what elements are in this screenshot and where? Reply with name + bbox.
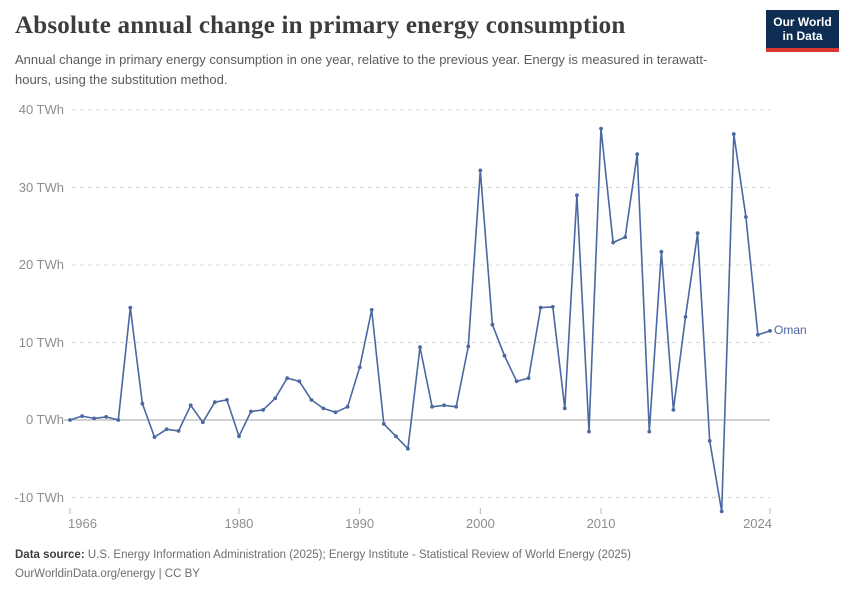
x-axis-tick-label: 1980 — [224, 516, 254, 531]
data-point — [599, 126, 603, 131]
y-axis-tick-label: 0 TWh — [25, 412, 64, 427]
chart-footer: Data source: U.S. Energy Information Adm… — [15, 546, 631, 584]
data-point — [526, 376, 531, 380]
data-point — [128, 305, 133, 310]
chart-title: Absolute annual change in primary energy… — [15, 12, 626, 39]
data-point — [321, 406, 326, 411]
chart-subtitle: Annual change in primary energy consumpt… — [15, 52, 708, 87]
data-point — [623, 235, 628, 240]
data-point — [261, 408, 265, 412]
series-label-oman[interactable]: Oman — [774, 322, 807, 337]
data-point — [80, 414, 84, 418]
data-point — [309, 398, 314, 402]
x-axis-tick-label: 1966 — [68, 516, 97, 531]
footer-datasource-label: Data source: — [15, 549, 85, 561]
data-point — [514, 379, 519, 384]
data-point — [273, 396, 278, 401]
data-point — [695, 231, 700, 236]
owid-logo[interactable]: Our World in Data — [766, 10, 839, 52]
owid-logo-line1: Our World — [773, 15, 832, 29]
y-axis-tick-label: 10 TWh — [18, 334, 64, 350]
plot-area[interactable] — [0, 0, 850, 540]
data-point — [152, 435, 157, 439]
y-axis-tick-label: 30 TWh — [18, 179, 64, 195]
data-point — [188, 403, 193, 408]
owid-logo-line2: in Data — [782, 29, 823, 43]
data-point — [659, 249, 664, 254]
data-point — [104, 415, 109, 419]
data-point — [647, 429, 652, 434]
data-point — [478, 168, 483, 173]
x-axis-tick-label: 2010 — [586, 516, 616, 531]
data-point — [683, 315, 688, 319]
data-point — [176, 429, 181, 433]
data-point — [430, 404, 434, 409]
data-point — [200, 420, 205, 425]
data-point — [768, 329, 772, 333]
data-point — [719, 509, 724, 514]
data-point — [756, 332, 760, 337]
footer-datasource: Data source: U.S. Energy Information Adm… — [15, 546, 631, 565]
data-point — [635, 152, 640, 157]
data-point — [671, 408, 676, 412]
data-point — [502, 353, 507, 358]
data-point — [381, 422, 386, 426]
data-point — [297, 379, 302, 384]
data-point — [744, 215, 748, 219]
data-point — [454, 404, 459, 409]
data-point — [357, 365, 362, 370]
data-point — [587, 429, 591, 434]
data-point — [237, 434, 241, 439]
data-point — [225, 398, 229, 402]
data-point — [249, 409, 253, 414]
data-point — [345, 404, 350, 409]
data-point — [164, 427, 169, 432]
data-point — [140, 401, 145, 406]
y-axis-tick-label: 20 TWh — [18, 257, 64, 272]
data-point — [575, 193, 579, 198]
data-point — [466, 344, 471, 349]
footer-datasource-text: U.S. Energy Information Administration (… — [87, 549, 631, 561]
data-point — [707, 439, 712, 443]
data-point — [550, 305, 555, 309]
data-point — [611, 240, 615, 245]
data-point — [538, 305, 543, 310]
data-point — [562, 406, 567, 411]
data-point — [731, 132, 736, 136]
data-point — [406, 446, 410, 451]
x-axis-tick-label: 2000 — [465, 516, 495, 531]
y-axis-tick-label: -10 TWh — [14, 489, 64, 505]
data-point — [68, 418, 72, 422]
x-axis-tick-label: 2024 — [743, 516, 772, 531]
data-point — [418, 345, 422, 349]
x-axis-tick-label: 1990 — [345, 516, 375, 531]
data-point — [369, 308, 374, 312]
data-line — [69, 127, 771, 513]
data-point — [285, 376, 290, 380]
data-point — [490, 322, 495, 327]
y-axis-tick-label: 40 TWh — [18, 102, 64, 117]
data-point — [92, 416, 96, 421]
data-point — [442, 403, 446, 408]
data-point — [333, 410, 338, 415]
data-point — [116, 418, 121, 422]
data-point — [394, 434, 398, 439]
footer-license-line[interactable]: OurWorldinData.org/energy | CC BY — [15, 568, 200, 580]
data-point — [212, 400, 217, 405]
